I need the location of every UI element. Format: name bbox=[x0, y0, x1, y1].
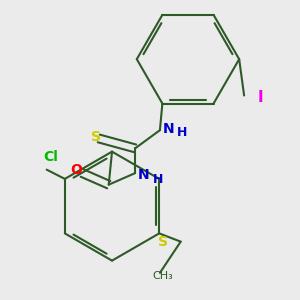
Text: O: O bbox=[70, 163, 82, 177]
Text: S: S bbox=[91, 130, 100, 144]
Text: CH₃: CH₃ bbox=[153, 271, 174, 281]
Text: Cl: Cl bbox=[44, 150, 59, 164]
Text: N: N bbox=[138, 168, 149, 182]
Text: S: S bbox=[158, 236, 168, 250]
Text: H: H bbox=[177, 126, 188, 139]
Text: I: I bbox=[258, 90, 263, 105]
Text: N: N bbox=[162, 122, 174, 136]
Text: H: H bbox=[152, 172, 163, 186]
